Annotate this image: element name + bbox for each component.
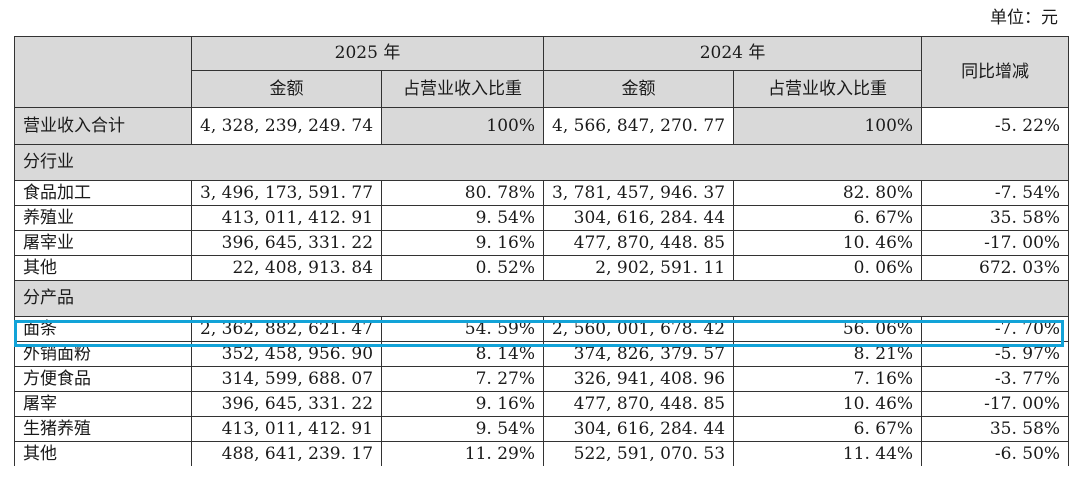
unit-label: 单位：元 [990, 8, 1058, 28]
total-ratio-2025: 100% [381, 107, 545, 145]
cell-ratio-2025: 8. 14% [381, 341, 545, 367]
cell-amount-2024: 477, 870, 448. 85 [543, 391, 735, 417]
cell-ratio-2024: 82. 80% [733, 180, 923, 206]
header-row-columns: 金额 占营业收入比重 金额 占营业收入比重 [15, 70, 1069, 108]
cell-amount-2025: 314, 599, 688. 07 [190, 366, 383, 392]
total-amount-2024: 4, 566, 847, 270. 77 [543, 107, 735, 145]
row-label: 其他 [14, 255, 192, 281]
cell-yoy: -7. 70% [921, 316, 1070, 342]
section-title: 分产品 [13, 280, 1070, 317]
row-label: 其他 [14, 441, 192, 466]
table-row: 其他 22, 408, 913. 84 0. 52% 2, 902, 591. … [14, 255, 1070, 281]
header-ratio-2024: 占营业收入比重 [733, 70, 923, 108]
cell-yoy: 35. 58% [921, 416, 1070, 442]
cell-amount-2025: 396, 645, 331. 22 [190, 391, 383, 417]
cell-ratio-2025: 80. 78% [381, 180, 545, 206]
table-row: 面条 2, 362, 882, 621. 47 54. 59% 2, 560, … [14, 316, 1070, 342]
cell-amount-2025: 413, 011, 412. 91 [190, 205, 383, 231]
row-label: 外销面粉 [14, 341, 192, 367]
cell-ratio-2024: 10. 46% [733, 391, 923, 417]
cell-yoy: -5. 97% [921, 341, 1070, 367]
total-amount-2025: 4, 328, 239, 249. 74 [190, 107, 383, 145]
cell-yoy: -6. 50% [921, 441, 1070, 466]
cell-yoy: -7. 54% [921, 180, 1070, 206]
cell-amount-2025: 2, 362, 882, 621. 47 [190, 316, 383, 342]
cell-ratio-2025: 54. 59% [381, 316, 545, 342]
cell-amount-2024: 304, 616, 284. 44 [543, 416, 735, 442]
table-row: 外销面粉 352, 458, 956. 90 8. 14% 374, 826, … [14, 341, 1070, 367]
cell-ratio-2025: 0. 52% [381, 255, 545, 281]
cell-ratio-2025: 9. 16% [381, 230, 545, 256]
section-title: 分行业 [13, 144, 1070, 181]
cell-yoy: -17. 00% [921, 230, 1070, 256]
cell-amount-2025: 3, 496, 173, 591. 77 [190, 180, 383, 206]
row-label: 方便食品 [14, 366, 192, 392]
cell-yoy: -3. 77% [921, 366, 1070, 392]
cell-yoy: 35. 58% [921, 205, 1070, 231]
cell-ratio-2024: 56. 06% [733, 316, 923, 342]
table-row: 屠宰业 396, 645, 331. 22 9. 16% 477, 870, 4… [14, 230, 1070, 256]
table-row: 方便食品 314, 599, 688. 07 7. 27% 326, 941, … [14, 366, 1070, 392]
total-label: 营业收入合计 [14, 107, 192, 145]
row-label: 屠宰 [14, 391, 192, 417]
header-yoy: 同比增减 [921, 36, 1070, 108]
cell-ratio-2024: 7. 16% [733, 366, 923, 392]
cell-amount-2025: 488, 641, 239. 17 [190, 441, 383, 466]
revenue-table: 2025 年 2024 年 同比增减 金额 占营业收入比重 金额 占营业收入比重… [13, 36, 1070, 466]
cell-amount-2024: 3, 781, 457, 946. 37 [543, 180, 735, 206]
header-ratio-2025: 占营业收入比重 [381, 70, 545, 108]
table-row: 屠宰 396, 645, 331. 22 9. 16% 477, 870, 44… [14, 391, 1070, 417]
header-row-years: 2025 年 2024 年 同比增减 [14, 36, 1070, 108]
row-label: 屠宰业 [14, 230, 192, 256]
cell-amount-2024: 304, 616, 284. 44 [543, 205, 735, 231]
total-row: 营业收入合计 4, 328, 239, 249. 74 100% 4, 566,… [14, 107, 1070, 145]
row-label: 生猪养殖 [14, 416, 192, 442]
header-year-2025: 2025 年 [190, 36, 545, 71]
cell-ratio-2025: 9. 16% [381, 391, 545, 417]
cell-ratio-2024: 8. 21% [733, 341, 923, 367]
table-row: 生猪养殖 413, 011, 412. 91 9. 54% 304, 616, … [14, 416, 1070, 442]
header-corner-cell [14, 36, 192, 108]
cell-amount-2024: 522, 591, 070. 53 [543, 441, 735, 466]
cell-ratio-2024: 11. 44% [733, 441, 923, 466]
row-label: 养殖业 [14, 205, 192, 231]
total-ratio-2024: 100% [733, 107, 923, 145]
cell-ratio-2025: 9. 54% [381, 205, 545, 231]
cell-amount-2024: 374, 826, 379. 57 [543, 341, 735, 367]
cell-yoy: -17. 00% [921, 391, 1070, 417]
cell-amount-2024: 477, 870, 448. 85 [543, 230, 735, 256]
header-amount-2024: 金额 [543, 70, 735, 108]
cell-yoy: 672. 03% [921, 255, 1070, 281]
cell-amount-2024: 2, 560, 001, 678. 42 [543, 316, 735, 342]
cell-amount-2024: 2, 902, 591. 11 [543, 255, 735, 281]
total-yoy: -5. 22% [921, 107, 1070, 145]
table-row: 养殖业 413, 011, 412. 91 9. 54% 304, 616, 2… [14, 205, 1070, 231]
cell-amount-2024: 326, 941, 408. 96 [543, 366, 735, 392]
cell-ratio-2025: 7. 27% [381, 366, 545, 392]
header-amount-2025: 金额 [190, 70, 383, 108]
cell-ratio-2024: 6. 67% [733, 205, 923, 231]
cell-ratio-2024: 6. 67% [733, 416, 923, 442]
section-row-industry: 分行业 [13, 144, 1070, 181]
cell-ratio-2024: 10. 46% [733, 230, 923, 256]
cell-ratio-2025: 9. 54% [381, 416, 545, 442]
cell-ratio-2025: 11. 29% [381, 441, 545, 466]
table-row: 其他 488, 641, 239. 17 11. 29% 522, 591, 0… [14, 441, 1070, 466]
row-label: 食品加工 [14, 180, 192, 206]
row-label: 面条 [14, 316, 192, 342]
cell-ratio-2024: 0. 06% [733, 255, 923, 281]
cell-amount-2025: 352, 458, 956. 90 [190, 341, 383, 367]
section-row-product: 分产品 [13, 280, 1070, 317]
table-row: 食品加工 3, 496, 173, 591. 77 80. 78% 3, 781… [14, 180, 1070, 206]
cell-amount-2025: 396, 645, 331. 22 [190, 230, 383, 256]
cell-amount-2025: 22, 408, 913. 84 [190, 255, 383, 281]
header-year-2024: 2024 年 [543, 36, 923, 71]
cell-amount-2025: 413, 011, 412. 91 [190, 416, 383, 442]
